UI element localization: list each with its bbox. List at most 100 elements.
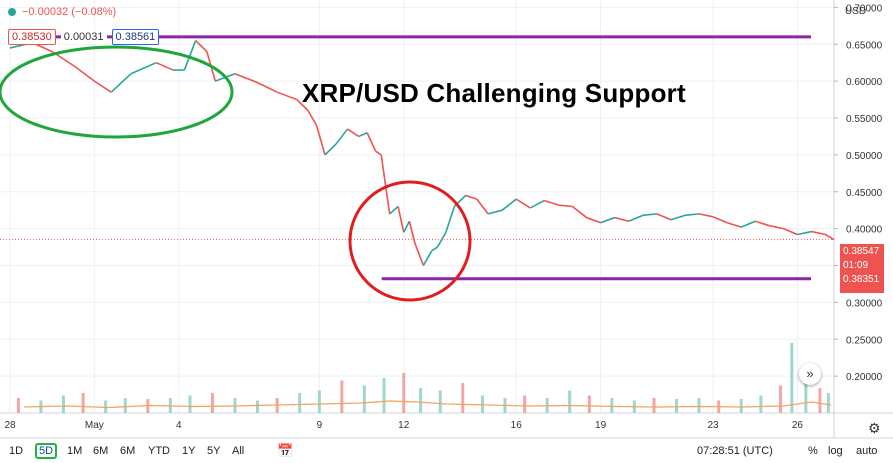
time-tick-label: 16 (511, 420, 523, 431)
gear-icon[interactable]: ⚙ (868, 420, 881, 436)
volume-bar (779, 385, 783, 413)
price-segment (130, 61, 157, 75)
price-tick-label: 0.70000 (846, 3, 883, 14)
price-segment (740, 220, 756, 228)
volume-bar (362, 385, 366, 413)
price-segment (296, 98, 309, 112)
time-tick-label: 4 (176, 420, 182, 431)
volume-bar (759, 395, 763, 413)
price-segment (755, 220, 770, 227)
scroll-to-realtime-button[interactable]: » (799, 363, 821, 385)
price-segment (797, 230, 812, 236)
volume-bar (61, 395, 65, 413)
range-1y-button[interactable]: 1Y (182, 445, 196, 457)
volume-bar (790, 343, 794, 413)
volume-bar (16, 398, 20, 413)
range-5d-button[interactable]: 5D (35, 443, 58, 459)
volume-bar (587, 395, 591, 413)
annotations (0, 35, 834, 302)
bid-ask-row: 0.38530 0.00031 0.38561 (8, 29, 160, 45)
range-6m-label[interactable]: 6M (120, 445, 136, 457)
price-segment (445, 206, 456, 233)
price-segment (529, 199, 545, 209)
price-change-text: −0.00032 (−0.08%) (22, 6, 117, 18)
volume-bar (188, 395, 192, 413)
time-tick-label: 9 (317, 420, 323, 431)
double-chevron-right-icon: » (806, 366, 814, 381)
volume-bar (804, 380, 808, 413)
price-segment (315, 125, 326, 156)
price-segment (544, 199, 559, 206)
percent-scale-button[interactable]: % (808, 445, 818, 457)
sell-price-button[interactable]: 0.38530 (8, 29, 56, 45)
price-series (9, 39, 835, 266)
time-tick-label: 19 (595, 420, 607, 431)
price-segment (335, 128, 349, 145)
price-segment (403, 220, 411, 233)
range-1d-button[interactable]: 1D (9, 445, 24, 457)
spread-value: 0.00031 (60, 30, 107, 44)
volume-moving-average (24, 400, 832, 409)
price-tick-label: 0.45000 (846, 188, 883, 199)
volume-bar (210, 393, 214, 413)
buy-price-button[interactable]: 0.38561 (111, 29, 160, 45)
volume-bar (81, 393, 85, 413)
price-segment (586, 216, 601, 224)
volume-bar (818, 388, 822, 413)
price-segment (422, 250, 433, 266)
volume-bar (402, 373, 406, 413)
low-price-value: 0.38351 (843, 274, 880, 285)
price-tick-label: 0.20000 (846, 372, 883, 383)
consolidation-highlight-ellipse (0, 45, 234, 139)
range-ytd-button[interactable]: YTD (148, 445, 170, 457)
price-segment (769, 224, 784, 230)
volume-bar (298, 393, 302, 413)
log-scale-button[interactable]: log (828, 445, 843, 457)
price-segment (195, 39, 208, 53)
price-segment (375, 150, 382, 156)
range-1m-button[interactable]: 1M (67, 445, 83, 457)
price-segment (487, 209, 503, 215)
price-tick-label: 0.40000 (846, 225, 883, 236)
price-segment (110, 73, 132, 93)
price-tick-label: 0.65000 (846, 40, 883, 51)
price-segment (74, 65, 95, 82)
calendar-range-icon[interactable]: 📅 (277, 443, 294, 458)
utc-clock[interactable]: 07:28:51 (UTC) (697, 445, 773, 457)
range-5y-button[interactable]: 5Y (207, 445, 221, 457)
price-segment (712, 216, 728, 224)
price-segment (324, 143, 337, 156)
chart-grid (0, 0, 893, 439)
auto-scale-button[interactable]: auto (856, 445, 878, 457)
price-tick-label: 0.60000 (846, 77, 883, 88)
price-segment (366, 132, 377, 152)
price-segment (465, 194, 478, 200)
price-segment (389, 205, 399, 215)
price-segment (628, 214, 644, 222)
price-segment (600, 216, 615, 224)
currency-label[interactable]: USD (845, 6, 867, 17)
price-segment (183, 40, 197, 71)
range-all-button[interactable]: All (232, 445, 245, 457)
price-segment (614, 216, 629, 223)
volume-bar (255, 400, 259, 413)
bottom-toolbar: 1D 5D 1M 6M 6M 6M YTD 1Y 5Y All 📅 07:28:… (0, 438, 893, 463)
price-segment (380, 154, 391, 214)
price-axis[interactable]: 0.70000 0.65000 0.60000 0.55000 0.50000 0.450… (834, 3, 883, 383)
price-segment (431, 246, 438, 252)
volume-ma-line (24, 400, 832, 409)
volume-bar (697, 398, 701, 413)
price-segment (783, 227, 798, 236)
price-segment (307, 110, 318, 126)
price-segment (93, 80, 112, 93)
chart-headline: XRP/USD Challenging Support (302, 78, 686, 108)
volume-bar (610, 398, 614, 413)
price-segment (397, 206, 405, 233)
volume-bar (340, 380, 344, 413)
price-segment (358, 132, 368, 138)
range-6m-button[interactable]: 6M (93, 445, 109, 457)
price-tick-label: 0.55000 (846, 114, 883, 125)
time-axis[interactable]: 28 May 4 9 12 16 19 23 26 (4, 420, 803, 431)
price-segment (155, 61, 174, 71)
